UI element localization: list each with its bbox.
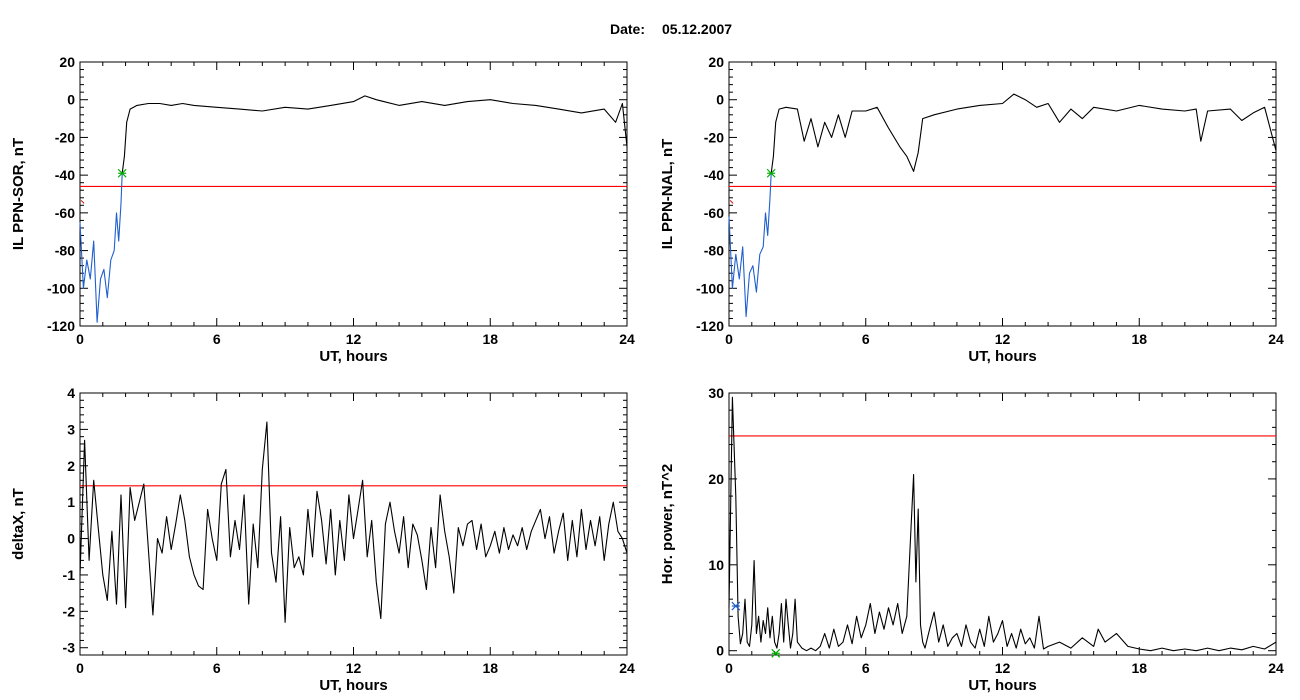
date-value: 05.12.2007: [662, 21, 732, 37]
y-tick-label: 0: [716, 92, 724, 108]
x-tick-label: 12: [995, 331, 1011, 347]
y-axis-label: deltaX, nT: [10, 488, 27, 560]
series-line: [121, 95, 628, 174]
y-tick-label: 10: [708, 557, 724, 573]
x-tick-label: 12: [995, 660, 1011, 676]
panel-deltax: 0 6 12 18 24 4 3 2 1 0 -1 -2 -3 UT, hours deltaX, nT: [10, 385, 635, 694]
x-tick-label: 18: [1131, 660, 1147, 676]
plot-frame: [728, 392, 1277, 656]
y-tick-label: -40: [55, 167, 75, 183]
y-tick-label: -80: [704, 243, 724, 259]
x-tick-label: 0: [725, 331, 733, 347]
y-tick-label: -60: [55, 205, 75, 221]
y-tick-label: -3: [63, 640, 76, 656]
y-tick-label: -120: [696, 318, 724, 334]
series-line: [79, 421, 628, 623]
y-tick-label: 30: [708, 385, 724, 401]
y-tick-label: 0: [716, 643, 724, 659]
start-mark: [80, 200, 85, 204]
y-axis-label: IL PPN-NAL, nT: [659, 139, 676, 250]
y-tick-label: 1: [67, 494, 75, 510]
series-line: [79, 173, 123, 323]
y-tick-label: 2: [67, 458, 75, 474]
x-tick-label: 24: [1268, 660, 1284, 676]
y-axis-label: Hor. power, nT^2: [659, 464, 676, 584]
y-tick-label: -100: [47, 280, 75, 296]
y-axis-label: IL PPN-SOR, nT: [10, 138, 27, 250]
y-tick-label: 20: [59, 54, 75, 70]
panel-il-ppn-sor: 0 6 12 18 24 20 0 -20 -40 -60 -80 -100 -120 UT, hours…: [10, 54, 635, 365]
y-tick-label: -20: [55, 129, 75, 145]
x-tick-label: 24: [619, 331, 635, 347]
y-tick-label: 0: [67, 92, 75, 108]
x-tick-label: 6: [213, 331, 221, 347]
x-tick-label: 18: [482, 331, 498, 347]
x-tick-label: 18: [1131, 331, 1147, 347]
y-tick-label: 4: [67, 385, 75, 401]
y-tick-label: -1: [63, 567, 76, 583]
y-tick-label: -20: [704, 129, 724, 145]
x-tick-label: 0: [725, 660, 733, 676]
series-line: [770, 93, 1277, 174]
plot-frame: [728, 61, 1277, 327]
y-tick-label: 3: [67, 421, 75, 437]
y-tick-label: -120: [47, 318, 75, 334]
date-label: Date:: [610, 21, 645, 37]
y-tick-label: -100: [696, 280, 724, 296]
panel-hor-power: 0 6 12 18 24 30 20 10 0 UT, hours Hor. power, nT^2: [659, 385, 1284, 694]
x-tick-label: 24: [1268, 331, 1284, 347]
series-line: [728, 173, 772, 318]
y-tick-label: -40: [704, 167, 724, 183]
y-tick-label: -80: [55, 243, 75, 259]
x-axis-label: UT, hours: [968, 348, 1036, 365]
x-tick-label: 0: [76, 660, 84, 676]
x-axis-label: UT, hours: [968, 677, 1036, 694]
y-tick-label: -60: [704, 205, 724, 221]
x-tick-label: 12: [346, 331, 362, 347]
x-tick-label: 6: [862, 660, 870, 676]
x-tick-label: 12: [346, 660, 362, 676]
x-axis-label: UT, hours: [319, 348, 387, 365]
y-tick-label: 20: [708, 54, 724, 70]
x-tick-label: 18: [482, 660, 498, 676]
x-tick-label: 0: [76, 331, 84, 347]
y-tick-label: -2: [63, 603, 76, 619]
x-tick-label: 6: [862, 331, 870, 347]
start-mark: [729, 200, 734, 204]
plot-frame: [79, 392, 628, 656]
panel-il-ppn-nal: 0 6 12 18 24 20 0 -20 -40 -60 -80 -100 -120 UT, hours…: [659, 54, 1284, 365]
y-tick-label: 0: [67, 531, 75, 547]
x-tick-label: 6: [213, 660, 221, 676]
x-axis-label: UT, hours: [319, 677, 387, 694]
series-line: [728, 396, 1277, 652]
x-tick-label: 24: [619, 660, 635, 676]
y-tick-label: 20: [708, 471, 724, 487]
